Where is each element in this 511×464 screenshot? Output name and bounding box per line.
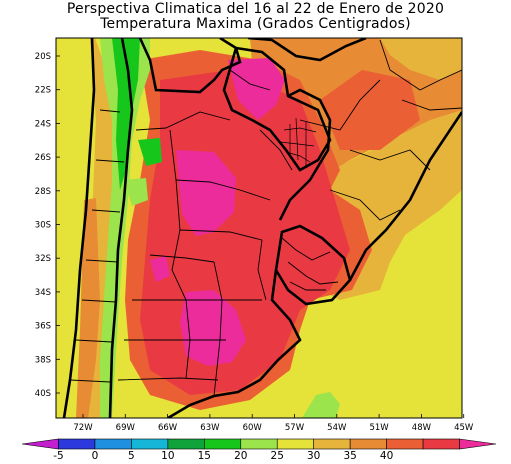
longitude-axis: 72W 69W 66W 63W 60W 57W 54W 51W 48W 45W [73,414,474,433]
temperature-field [56,38,462,418]
lon-label-54W: 54W [327,423,347,433]
colorbar-segment [386,438,424,450]
colorbar-segment [349,438,387,450]
colorbar-segment [94,438,132,450]
map-subtitle: Temperatura Maxima (Grados Centigrados) [100,16,411,32]
lat-label-26S: 26S [35,153,51,163]
colorbar-segment [21,438,59,450]
colorbar-segment [422,438,460,450]
lon-label-57W: 57W [285,423,305,433]
lat-label-28S: 28S [35,187,51,197]
colorbar-label: 40 [380,450,393,462]
lat-label-30S: 30S [35,221,51,231]
colorbar-segment [240,438,278,450]
lon-label-51W: 51W [369,423,389,433]
lat-label-34S: 34S [35,288,51,298]
lat-label-38S: 38S [35,355,51,365]
colorbar-label: 35 [343,450,356,462]
lat-label-36S: 36S [35,322,51,332]
colorbar-segment [131,438,169,450]
lon-label-72W: 72W [73,423,93,433]
colorbar-label: 5 [128,450,135,462]
lat-label-32S: 32S [35,254,51,264]
lat-label-20S: 20S [35,52,51,62]
colorbar: -5 0 5 10 15 20 25 30 35 40 [21,438,497,462]
lon-label-45W: 45W [454,423,474,433]
political-borders [62,38,462,418]
lon-label-48W: 48W [412,423,432,433]
colorbar-label: 15 [198,450,211,462]
lon-label-63W: 63W [200,423,220,433]
lon-label-69W: 69W [116,423,136,433]
lat-label-40S: 40S [35,389,51,399]
colorbar-label: 25 [271,450,284,462]
lon-label-60W: 60W [243,423,263,433]
colorbar-label: 10 [161,450,174,462]
colorbar-segment [313,438,351,450]
colorbar-label: 20 [234,450,247,462]
map-title: Perspectiva Climatica del 16 al 22 de En… [66,1,445,17]
lon-label-66W: 66W [158,423,178,433]
colorbar-segment [459,438,497,450]
latitude-axis: 20S 22S 24S 26S 28S 30S 32S 34S 36S 38S 40S [35,52,60,399]
colorbar-label: -5 [53,450,63,462]
colorbar-segment [276,438,314,450]
colorbar-label: 30 [307,450,320,462]
map-frame [55,37,463,419]
lat-label-22S: 22S [35,86,51,96]
lat-label-24S: 24S [35,119,51,129]
colorbar-label: 0 [92,450,99,462]
colorbar-segment [204,438,242,450]
colorbar-segment [58,438,96,450]
colorbar-segment [167,438,205,450]
